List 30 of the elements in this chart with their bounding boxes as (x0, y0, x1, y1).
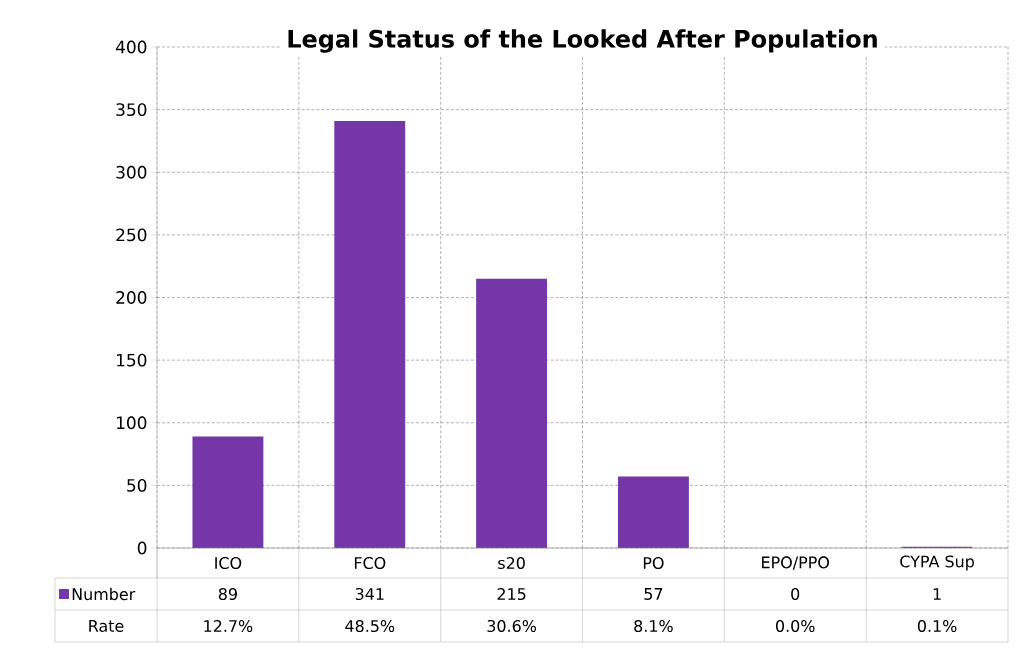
y-tick-label: 300 (116, 165, 147, 179)
y-tick-label: 100 (117, 416, 147, 430)
data-label: 57 (644, 588, 663, 600)
data-label: 0 (791, 587, 800, 601)
x-tick-label: ICO (215, 556, 242, 570)
x-tick-label: EPO/PPO (762, 556, 829, 570)
y-tick-label: 150 (117, 353, 147, 367)
y-tick-label: 50 (127, 478, 147, 492)
data-label: 341 (355, 587, 384, 601)
data-label: 1 (933, 588, 941, 600)
data-label: 89 (218, 587, 237, 601)
text: 48.5% (345, 619, 395, 633)
chart-title: Legal Status of the Looked After Population (288, 29, 877, 53)
y-tick-label: 250 (116, 228, 147, 242)
x-tick-label: FCO (354, 556, 386, 570)
text: 30.6% (487, 619, 537, 633)
text: 8.1% (634, 619, 673, 633)
data-label: 215 (497, 587, 526, 601)
y-tick-label: 0 (137, 541, 147, 555)
text: Rate (89, 620, 124, 632)
y-tick-label: 200 (116, 291, 147, 304)
x-tick-label: CYPA Sup (900, 555, 974, 571)
y-tick-label: 350 (116, 103, 147, 117)
x-tick-label: PO (643, 556, 664, 570)
x-tick-label: s20 (498, 556, 525, 570)
text: 0.0% (776, 619, 815, 633)
text: 0.1% (917, 619, 957, 633)
y-tick-label: 400 (115, 40, 147, 54)
legend-label: Number (72, 587, 136, 601)
text: 12.7% (204, 619, 253, 633)
